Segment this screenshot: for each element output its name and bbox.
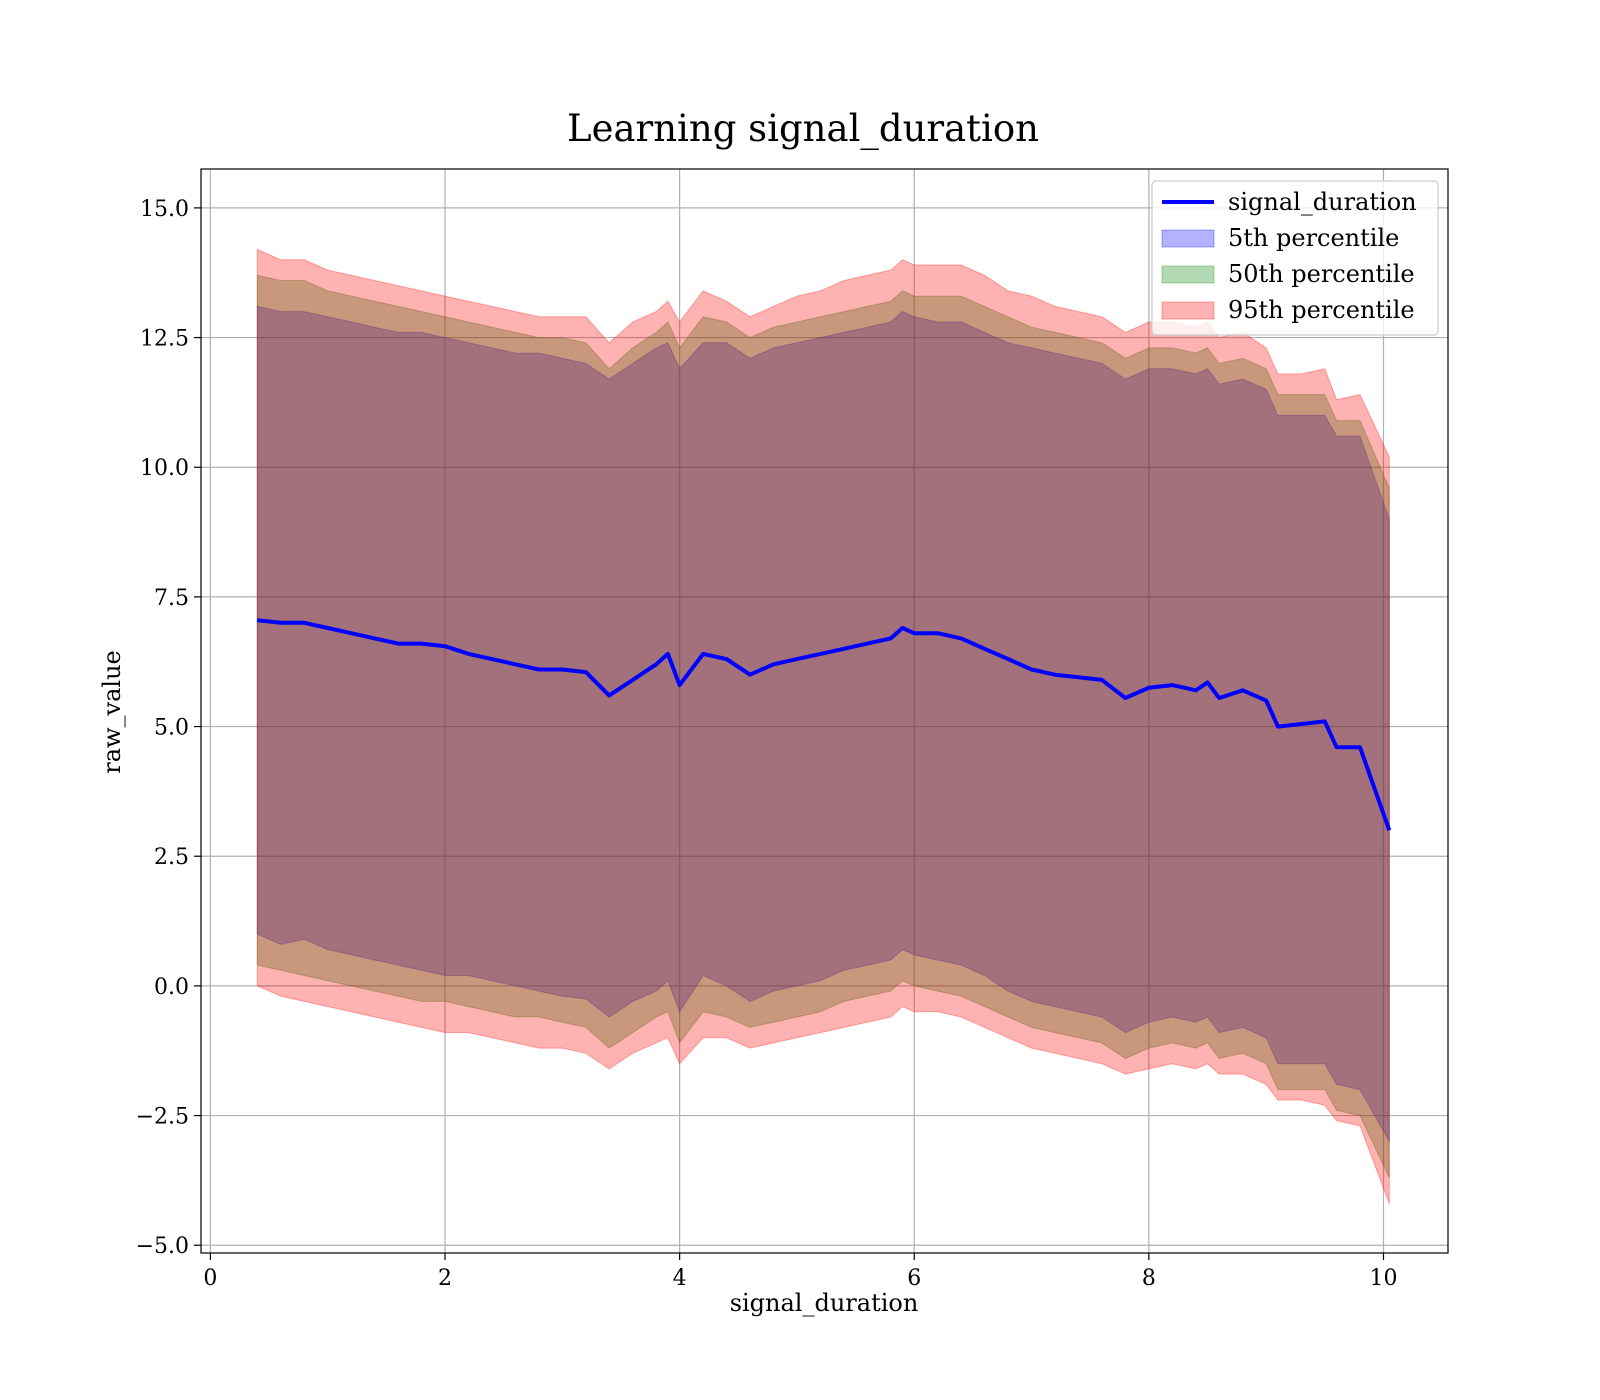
- x-tick-label: 6: [907, 1266, 921, 1291]
- y-tick-label: −2.5: [136, 1105, 189, 1130]
- legend-swatch-patch: [1161, 265, 1215, 284]
- legend-label: 95th percentile: [1228, 296, 1415, 324]
- y-tick-label: 5.0: [154, 716, 189, 741]
- y-tick-label: −5.0: [136, 1234, 189, 1259]
- y-axis-ticks: −5.0 −2.5 0.0 2.5 5.0 7.5 10.0 12.5 15.0: [136, 197, 201, 1259]
- legend: signal_duration 5th percentile 50th percen…: [1151, 180, 1439, 336]
- legend-swatch-patch: [1161, 301, 1215, 320]
- grid: [201, 169, 1448, 1253]
- legend-label: 50th percentile: [1228, 260, 1415, 288]
- legend-box: [1151, 180, 1439, 336]
- x-tick-label: 8: [1142, 1266, 1156, 1291]
- plot-frame: [200, 168, 1449, 1254]
- x-tick-label: 10: [1369, 1266, 1397, 1291]
- chart-title: Learning signal_duration: [567, 107, 1039, 151]
- legend-swatch-patch: [1161, 229, 1215, 248]
- x-axis-ticks: 0 2 4 6 8 10: [203, 1253, 1397, 1291]
- percentile-bands: [256, 248, 1390, 1204]
- x-axis-label: signal_duration: [730, 1289, 919, 1317]
- legend-label: signal_duration: [1228, 188, 1417, 216]
- y-tick-label: 12.5: [140, 327, 189, 352]
- series-line-signal_duration: [257, 618, 1392, 831]
- band-95th-percentile: [256, 248, 1390, 1204]
- x-tick-label: 2: [438, 1266, 452, 1291]
- band-50th-percentile: [256, 274, 1390, 1179]
- y-tick-label: 10.0: [140, 456, 189, 481]
- x-tick-label: 0: [203, 1266, 217, 1291]
- legend-label: 5th percentile: [1228, 224, 1399, 252]
- x-tick-label: 4: [673, 1266, 687, 1291]
- y-tick-label: 2.5: [154, 845, 189, 870]
- y-axis-label: raw_value: [98, 650, 126, 774]
- y-tick-label: 7.5: [154, 586, 189, 611]
- band-5th-percentile: [256, 305, 1390, 1144]
- y-tick-label: 15.0: [140, 197, 189, 222]
- y-tick-label: 0.0: [154, 975, 189, 1000]
